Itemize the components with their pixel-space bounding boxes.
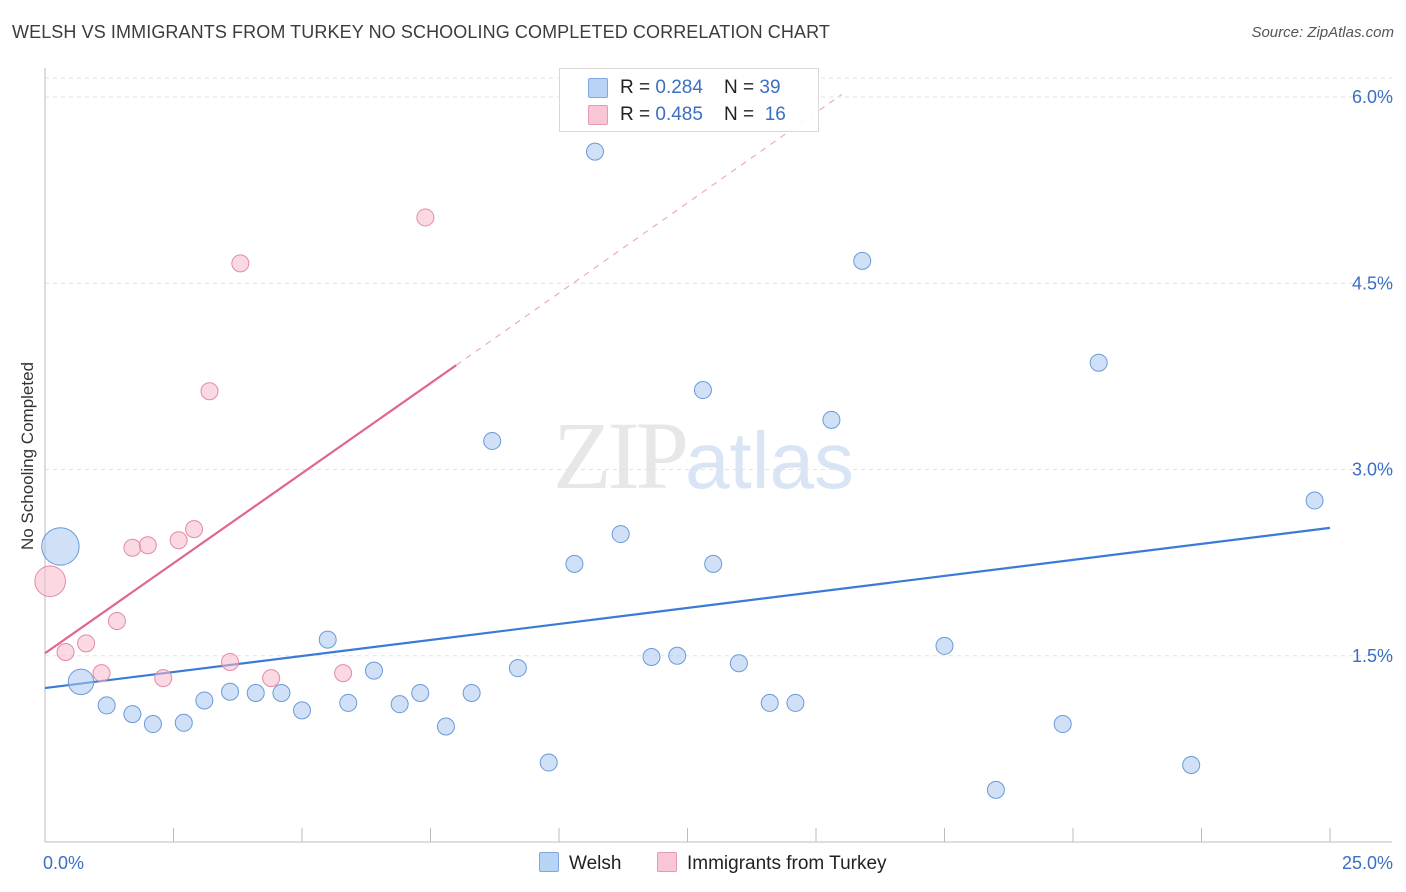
point-welsh-7	[221, 682, 240, 701]
point-turkey-11	[221, 652, 240, 671]
point-welsh-6	[195, 691, 214, 710]
point-welsh-15	[411, 684, 430, 702]
trend-line-0	[44, 526, 1331, 690]
point-welsh-21	[565, 554, 584, 573]
point-turkey-9	[185, 520, 204, 539]
point-welsh-38	[1305, 491, 1324, 510]
point-welsh-10	[293, 701, 311, 720]
point-welsh-35	[1053, 715, 1072, 734]
trend-line-extension-1	[455, 94, 843, 366]
point-welsh-29	[760, 693, 779, 712]
point-turkey-5	[123, 538, 142, 557]
bottom-legend-welsh: Welsh	[539, 852, 621, 875]
point-welsh-13	[364, 661, 383, 680]
x-tick-label-0: 0.0%	[43, 853, 84, 873]
point-welsh-26	[693, 381, 712, 400]
point-welsh-3	[123, 705, 142, 724]
point-welsh-16	[436, 717, 455, 736]
point-welsh-2	[97, 696, 116, 715]
point-welsh-5	[174, 713, 193, 732]
point-welsh-34	[986, 780, 1005, 799]
legend-r-welsh: 0.284	[655, 77, 703, 98]
y-tick-label-0: 1.5%	[1352, 646, 1393, 666]
source-credit: Source: ZipAtlas.com	[1251, 24, 1394, 41]
data-points	[34, 142, 1324, 799]
point-welsh-33	[935, 636, 954, 655]
point-turkey-13	[262, 669, 281, 688]
watermark-atlas: atlas	[685, 416, 854, 505]
y-tick-label-2: 4.5%	[1352, 273, 1393, 293]
point-turkey-8	[169, 531, 188, 550]
watermark-zip: ZIP	[553, 402, 689, 509]
bottom-legend-label-welsh: Welsh	[569, 853, 622, 874]
axes	[44, 68, 1392, 843]
legend-n-welsh: 39	[759, 77, 781, 98]
tick-labels: 1.5% 3.0% 4.5% 6.0% 0.0% 25.0%	[43, 87, 1393, 873]
trend-lines	[44, 94, 1331, 690]
point-welsh-12	[339, 693, 358, 712]
point-turkey-12	[231, 254, 250, 273]
legend-r-turkey: 0.485	[655, 104, 703, 125]
point-turkey-0	[34, 565, 66, 598]
point-welsh-31	[822, 410, 841, 429]
point-turkey-2	[77, 634, 96, 653]
point-turkey-3	[92, 664, 111, 683]
x-tick-label-1: 25.0%	[1342, 853, 1393, 873]
bottom-legend-turkey: Immigrants from Turkey	[657, 852, 887, 875]
point-turkey-1	[56, 643, 75, 662]
legend-swatch-turkey	[588, 105, 608, 125]
point-turkey-6	[138, 536, 157, 555]
point-welsh-32	[853, 251, 872, 270]
legend-n-turkey: 16	[764, 104, 786, 125]
trend-line-1	[44, 364, 457, 655]
point-welsh-20	[539, 753, 558, 772]
point-welsh-11	[318, 630, 337, 649]
y-tick-label-1: 3.0%	[1352, 460, 1393, 480]
point-welsh-18	[483, 431, 502, 450]
point-welsh-14	[390, 695, 409, 714]
point-welsh-36	[1089, 353, 1108, 372]
point-welsh-37	[1182, 756, 1201, 775]
y-tick-label-3: 6.0%	[1352, 87, 1393, 107]
point-welsh-0	[41, 527, 80, 566]
point-turkey-10	[200, 382, 219, 401]
point-welsh-22	[585, 142, 604, 161]
point-welsh-25	[668, 646, 687, 665]
point-welsh-8	[246, 684, 265, 702]
point-turkey-7	[154, 669, 173, 688]
bottom-legend-swatch-welsh	[539, 852, 559, 872]
point-welsh-24	[642, 647, 661, 666]
point-welsh-28	[729, 654, 748, 673]
point-welsh-23	[611, 525, 630, 544]
point-welsh-27	[704, 554, 723, 573]
chart-title: WELSH VS IMMIGRANTS FROM TURKEY NO SCHOO…	[12, 22, 830, 42]
point-welsh-30	[786, 693, 805, 712]
point-welsh-19	[508, 659, 527, 678]
point-turkey-4	[107, 611, 126, 630]
legend-stats: R = 0.284 N = 39 R = 0.485 N = 16	[559, 68, 819, 132]
watermark: ZIPatlas	[553, 400, 854, 511]
point-turkey-15	[416, 208, 435, 227]
point-turkey-14	[334, 664, 353, 683]
point-welsh-4	[143, 715, 162, 734]
legend-swatch-welsh	[588, 78, 608, 98]
bottom-legend-label-turkey: Immigrants from Turkey	[687, 853, 887, 874]
point-welsh-9	[272, 684, 291, 702]
point-welsh-1	[67, 668, 95, 696]
bottom-legend-swatch-turkey	[657, 852, 677, 872]
point-welsh-17	[462, 684, 481, 702]
